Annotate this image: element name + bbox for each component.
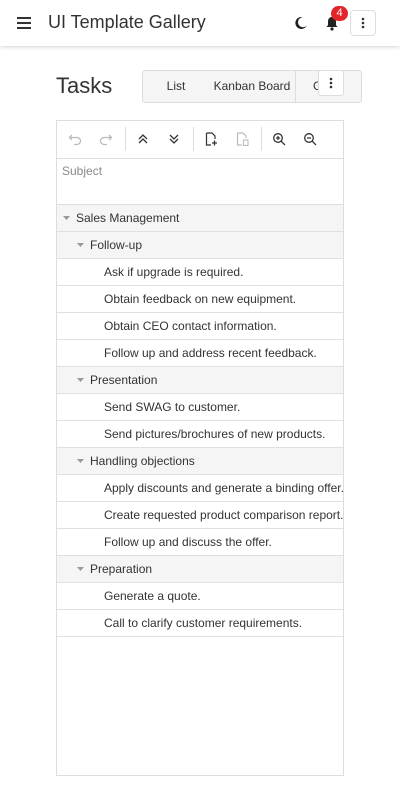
redo-icon [99,134,113,146]
task-tree-grid: Subject Sales Management Follow-up Ask if … [56,120,344,776]
caret-down-icon [62,216,70,220]
task-subject: Follow up and discuss the offer. [104,535,272,549]
add-task-button[interactable] [200,128,222,150]
expand-toggle[interactable] [75,367,85,393]
task-subject: Obtain feedback on new equipment. [104,292,297,306]
task-row[interactable]: Ask if upgrade is required. [57,259,343,286]
delete-task-icon [236,132,249,146]
tabs-more-button[interactable] [318,70,344,96]
task-subject: Ask if upgrade is required. [104,265,244,279]
task-subject: Generate a quote. [104,589,201,603]
redo-button[interactable] [95,128,117,150]
caret-down-icon [76,243,84,247]
task-subject: Follow up and address recent feedback. [104,346,317,360]
task-row[interactable]: Obtain CEO contact information. [57,313,343,340]
expand-toggle[interactable] [61,205,71,231]
task-row[interactable]: Apply discounts and generate a binding o… [57,475,343,502]
zoom-in-icon [273,133,286,146]
expand-toggle[interactable] [75,556,85,582]
tab-divider [295,71,296,102]
theme-toggle-button[interactable] [290,12,312,34]
top-app-bar: UI Template Gallery 4 [0,0,400,46]
add-task-icon [205,132,217,146]
column-header-subject: Subject [62,164,103,178]
toolbar-separator [193,127,194,151]
task-row[interactable]: Follow up and address recent feedback. [57,340,343,367]
menu-icon [17,17,31,29]
delete-task-button[interactable] [231,128,253,150]
more-vertical-icon [361,17,365,29]
undo-icon [68,134,82,146]
collapse-all-button[interactable] [132,128,154,150]
group-label: Presentation [90,373,158,387]
caret-down-icon [76,459,84,463]
grid-toolbar [57,121,343,159]
task-row[interactable]: Send SWAG to customer. [57,394,343,421]
caret-down-icon [76,567,84,571]
zoom-in-button[interactable] [268,128,290,150]
group-row[interactable]: Handling objections [57,448,343,475]
expand-toggle[interactable] [75,232,85,258]
group-label: Follow-up [90,238,143,252]
task-rows: Sales Management Follow-up Ask if upgrade … [57,205,343,637]
task-row[interactable]: Follow up and discuss the offer. [57,529,343,556]
task-row[interactable]: Create requested product comparison repo… [57,502,343,529]
group-row[interactable]: Preparation [57,556,343,583]
notification-badge: 4 [331,6,348,21]
caret-down-icon [76,378,84,382]
column-header[interactable]: Subject [57,158,343,205]
expand-all-button[interactable] [163,128,185,150]
expand-toggle[interactable] [75,448,85,474]
task-row[interactable]: Call to clarify customer requirements. [57,610,343,637]
page-title: Tasks [56,73,113,98]
group-row[interactable]: Presentation [57,367,343,394]
toolbar-separator [261,127,262,151]
toolbar-separator [125,127,126,151]
zoom-out-button[interactable] [299,128,321,150]
more-vertical-icon [329,77,333,89]
task-subject: Create requested product comparison repo… [104,508,344,522]
task-row[interactable]: Obtain feedback on new equipment. [57,286,343,313]
zoom-out-icon [304,133,317,146]
menu-button[interactable] [12,11,36,35]
task-row[interactable]: Generate a quote. [57,583,343,610]
task-subject: Apply discounts and generate a binding o… [104,481,344,495]
group-row[interactable]: Sales Management [57,205,343,232]
moon-icon [295,16,307,29]
tab-kanban-board[interactable]: Kanban Board [213,79,291,93]
task-subject: Obtain CEO contact information. [104,319,277,333]
group-label: Handling objections [90,454,195,468]
group-label: Sales Management [76,211,180,225]
collapse-all-icon [138,134,148,144]
app-title: UI Template Gallery [48,12,206,32]
group-row[interactable]: Follow-up [57,232,343,259]
task-subject: Send SWAG to customer. [104,400,241,414]
group-label: Preparation [90,562,153,576]
undo-button[interactable] [64,128,86,150]
tab-list[interactable]: List [166,79,186,93]
task-subject: Send pictures/brochures of new products. [104,427,326,441]
task-subject: Call to clarify customer requirements. [104,616,303,630]
expand-all-icon [169,134,179,144]
more-options-button[interactable] [350,10,376,36]
task-row[interactable]: Send pictures/brochures of new products. [57,421,343,448]
